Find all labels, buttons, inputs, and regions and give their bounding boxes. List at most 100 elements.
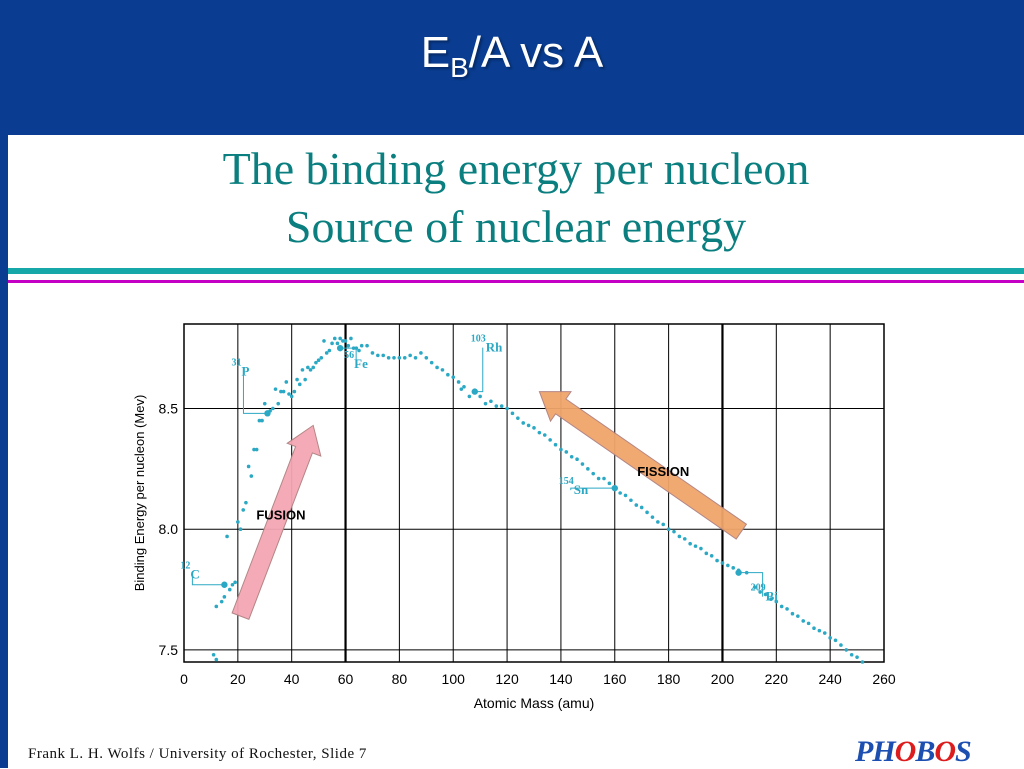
x-tick-label: 0	[180, 671, 188, 687]
annotation-fission: FISSION	[637, 464, 689, 479]
isotope-symbol: Bi	[766, 589, 779, 604]
data-point	[311, 365, 316, 370]
x-tick-label: 140	[549, 671, 573, 687]
x-tick-label: 160	[603, 671, 627, 687]
isotope-symbol: Rh	[486, 340, 503, 355]
data-point	[440, 368, 445, 372]
data-point	[779, 604, 784, 609]
data-point	[569, 454, 574, 459]
isotope-mass-number: 12	[180, 561, 190, 572]
isotope-marker	[264, 410, 271, 417]
isotope-leader-line	[242, 371, 268, 414]
data-point	[227, 587, 232, 592]
data-point	[222, 595, 227, 599]
data-point	[459, 387, 464, 391]
data-point	[596, 476, 601, 481]
data-point	[801, 619, 806, 623]
data-point	[289, 394, 294, 399]
data-point	[828, 636, 832, 640]
data-point	[849, 652, 854, 657]
isotope-mass-number: 154	[559, 476, 574, 487]
data-point	[758, 590, 762, 594]
data-point	[553, 442, 558, 447]
data-point	[650, 515, 655, 519]
data-point	[322, 339, 326, 343]
magenta-divider	[8, 280, 1024, 283]
phobos-logo: PHOBOS	[855, 735, 972, 768]
data-point	[246, 464, 251, 469]
data-point	[672, 529, 676, 534]
data-point	[451, 375, 456, 379]
isotope-label: 154Sn	[559, 476, 589, 497]
data-point	[230, 582, 235, 587]
data-point	[370, 351, 375, 355]
footer-credit: Frank L. H. Wolfs / University of Roches…	[28, 746, 367, 762]
data-point	[860, 660, 865, 664]
data-point	[262, 401, 267, 406]
data-point	[308, 368, 313, 372]
data-point	[343, 339, 348, 343]
data-point	[532, 426, 536, 430]
data-point	[499, 404, 504, 408]
isotope-mass-number: 31	[231, 357, 241, 368]
data-point	[564, 450, 569, 454]
data-point	[408, 353, 412, 358]
data-point	[677, 534, 682, 539]
data-point	[236, 520, 240, 524]
isotope-leader-line	[191, 574, 225, 586]
data-point	[785, 607, 789, 611]
isotope-symbol: C	[190, 567, 199, 582]
title-subscript: B	[450, 51, 469, 83]
fission-arrow	[538, 391, 748, 540]
data-point	[335, 341, 340, 346]
data-point	[542, 433, 547, 437]
data-point	[254, 447, 259, 452]
data-point	[211, 652, 216, 657]
isotope-mass-number: 103	[471, 334, 486, 345]
data-point	[397, 356, 402, 360]
x-tick-label: 80	[392, 671, 408, 687]
data-point	[330, 341, 334, 346]
subtitle-block: The binding energy per nucleon Source of…	[8, 140, 1024, 256]
isotope-label: 103Rh	[471, 334, 503, 355]
data-point	[319, 356, 324, 360]
isotope-leader-line	[738, 572, 764, 597]
data-point	[580, 462, 585, 466]
data-point	[796, 614, 800, 618]
data-point	[575, 457, 579, 461]
x-axis-label: Atomic Mass (amu)	[474, 695, 595, 711]
data-point	[225, 534, 229, 539]
data-point	[688, 541, 692, 546]
subtitle-line-2: Source of nuclear energy	[285, 201, 747, 252]
data-point	[586, 467, 590, 471]
data-point	[238, 527, 243, 532]
data-point	[462, 384, 466, 389]
isotope-leader-line	[340, 347, 357, 365]
data-point	[306, 365, 310, 370]
data-point	[704, 551, 709, 556]
data-point	[381, 353, 386, 358]
data-point	[656, 520, 660, 524]
data-point	[682, 537, 687, 541]
data-point	[478, 394, 482, 399]
isotope-symbol: Fe	[354, 356, 368, 371]
binding-energy-chart: 0 20 40 60 80 100 120 140 160 180 200 220 240 260 7.5 8…	[132, 323, 896, 711]
data-point	[720, 561, 725, 565]
data-point	[435, 365, 439, 370]
data-point	[822, 631, 827, 635]
y-tick-label: 7.5	[159, 642, 179, 658]
data-point	[349, 336, 353, 341]
data-point	[494, 404, 499, 408]
data-point	[446, 372, 450, 377]
data-point	[790, 611, 795, 616]
data-point	[376, 353, 380, 358]
data-point	[812, 626, 816, 630]
data-point	[591, 471, 596, 476]
data-point	[505, 406, 509, 411]
y-tick-label: 8.5	[159, 401, 179, 417]
data-point	[359, 343, 364, 348]
data-point	[639, 505, 644, 510]
data-point	[699, 546, 703, 551]
data-point	[332, 336, 337, 341]
x-tick-label: 20	[230, 671, 246, 687]
